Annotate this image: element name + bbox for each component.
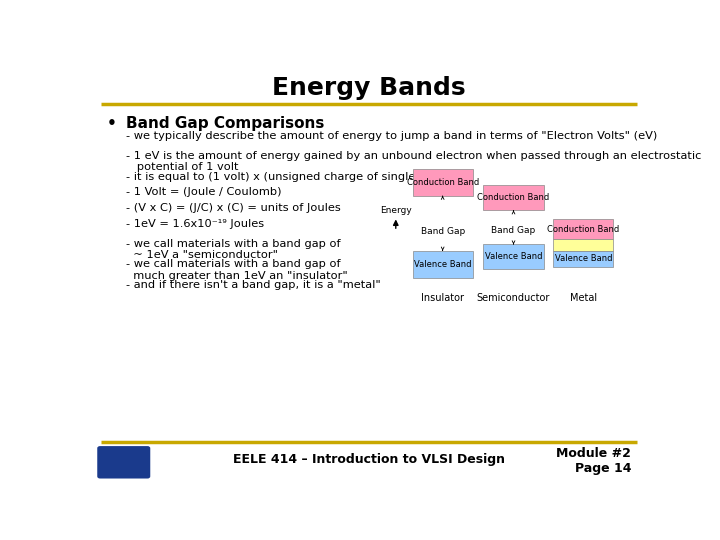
Text: Module #2
Page 14: Module #2 Page 14	[557, 447, 631, 475]
Text: Energy: Energy	[380, 206, 412, 215]
Text: EELE 414 – Introduction to VLSI Design: EELE 414 – Introduction to VLSI Design	[233, 453, 505, 467]
Text: Metal: Metal	[570, 293, 597, 302]
Text: - 1 Volt = (Joule / Coulomb): - 1 Volt = (Joule / Coulomb)	[126, 187, 282, 198]
Text: - we call materials with a band gap of
  ~ 1eV a "semiconductor": - we call materials with a band gap of ~…	[126, 239, 341, 260]
Text: Valence Band: Valence Band	[414, 260, 472, 269]
Text: - we call materials with a band gap of
  much greater than 1eV an "insulator": - we call materials with a band gap of m…	[126, 259, 348, 281]
Text: - (V x C) = (J/C) x (C) = units of Joules: - (V x C) = (J/C) x (C) = units of Joule…	[126, 203, 341, 213]
Text: - we typically describe the amount of energy to jump a band in terms of "Electro: - we typically describe the amount of en…	[126, 131, 657, 141]
Text: Band Gap: Band Gap	[420, 227, 465, 237]
FancyBboxPatch shape	[413, 251, 473, 278]
Text: - 1eV = 1.6x10⁻¹⁹ Joules: - 1eV = 1.6x10⁻¹⁹ Joules	[126, 219, 264, 228]
FancyBboxPatch shape	[553, 219, 613, 239]
Text: Semiconductor: Semiconductor	[477, 293, 550, 302]
Text: Band Gap Comparisons: Band Gap Comparisons	[126, 116, 325, 131]
Text: Valence Band: Valence Band	[485, 252, 542, 261]
FancyBboxPatch shape	[483, 185, 544, 210]
Text: Energy Bands: Energy Bands	[272, 76, 466, 100]
Text: Conduction Band: Conduction Band	[407, 178, 479, 187]
Text: - and if there isn't a band gap, it is a "metal": - and if there isn't a band gap, it is a…	[126, 280, 381, 290]
Text: - it is equal to (1 volt) x (unsigned charge of single electron): - it is equal to (1 volt) x (unsigned ch…	[126, 172, 470, 182]
FancyBboxPatch shape	[483, 245, 544, 269]
FancyBboxPatch shape	[413, 168, 473, 196]
Text: Band Gap: Band Gap	[491, 226, 536, 235]
Text: Valence Band: Valence Band	[554, 254, 612, 264]
FancyBboxPatch shape	[553, 239, 613, 251]
FancyBboxPatch shape	[553, 251, 613, 267]
Text: Conduction Band: Conduction Band	[477, 193, 549, 202]
FancyBboxPatch shape	[97, 446, 150, 478]
Text: - 1 eV is the amount of energy gained by an unbound electron when passed through: - 1 eV is the amount of energy gained by…	[126, 151, 702, 172]
Text: •: •	[107, 116, 117, 131]
Text: Insulator: Insulator	[421, 293, 464, 302]
Text: Conduction Band: Conduction Band	[547, 225, 619, 233]
